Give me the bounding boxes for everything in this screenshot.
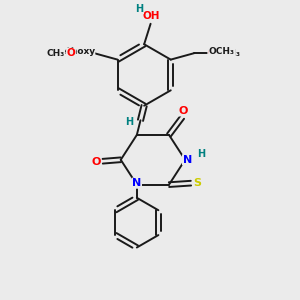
Text: O: O bbox=[208, 48, 217, 58]
Text: O: O bbox=[85, 47, 94, 57]
Text: OCH₃: OCH₃ bbox=[215, 49, 241, 58]
Text: N: N bbox=[182, 155, 192, 165]
Text: S: S bbox=[194, 178, 201, 188]
Text: H: H bbox=[135, 4, 143, 14]
Text: H: H bbox=[125, 117, 133, 127]
Text: H: H bbox=[197, 149, 205, 159]
Text: O: O bbox=[178, 106, 188, 116]
Text: N: N bbox=[132, 178, 142, 188]
Text: CH₃: CH₃ bbox=[46, 49, 65, 58]
Text: O: O bbox=[92, 157, 101, 167]
Text: methoxy: methoxy bbox=[51, 47, 95, 56]
Text: OCH₃: OCH₃ bbox=[209, 47, 235, 56]
Text: OH: OH bbox=[143, 11, 160, 22]
Text: O: O bbox=[67, 48, 75, 58]
